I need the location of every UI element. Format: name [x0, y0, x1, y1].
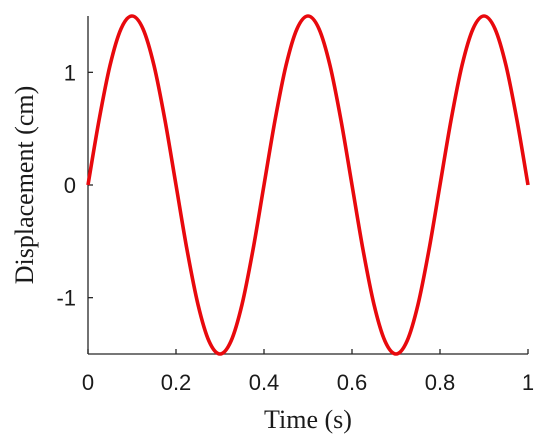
y-tick-label: -1	[56, 286, 76, 311]
x-axis-title: Time (s)	[264, 405, 352, 434]
y-tick-label: 0	[64, 173, 76, 198]
x-tick-label: 0	[82, 370, 94, 395]
displacement-series-line	[86, 14, 530, 356]
x-tick-label: 0.4	[249, 370, 280, 395]
y-tick-label: 1	[64, 60, 76, 85]
x-tick-label: 1	[522, 370, 534, 395]
x-tick-label: 0.2	[161, 370, 192, 395]
x-tick-label: 0.6	[337, 370, 368, 395]
y-axis-title: Displacement (cm)	[10, 86, 39, 285]
x-tick-label: 0.8	[425, 370, 456, 395]
ticks: 0 0.2 0.4 0.6 0.8 1 -1 0 1	[56, 60, 534, 395]
plot-area	[86, 14, 530, 356]
